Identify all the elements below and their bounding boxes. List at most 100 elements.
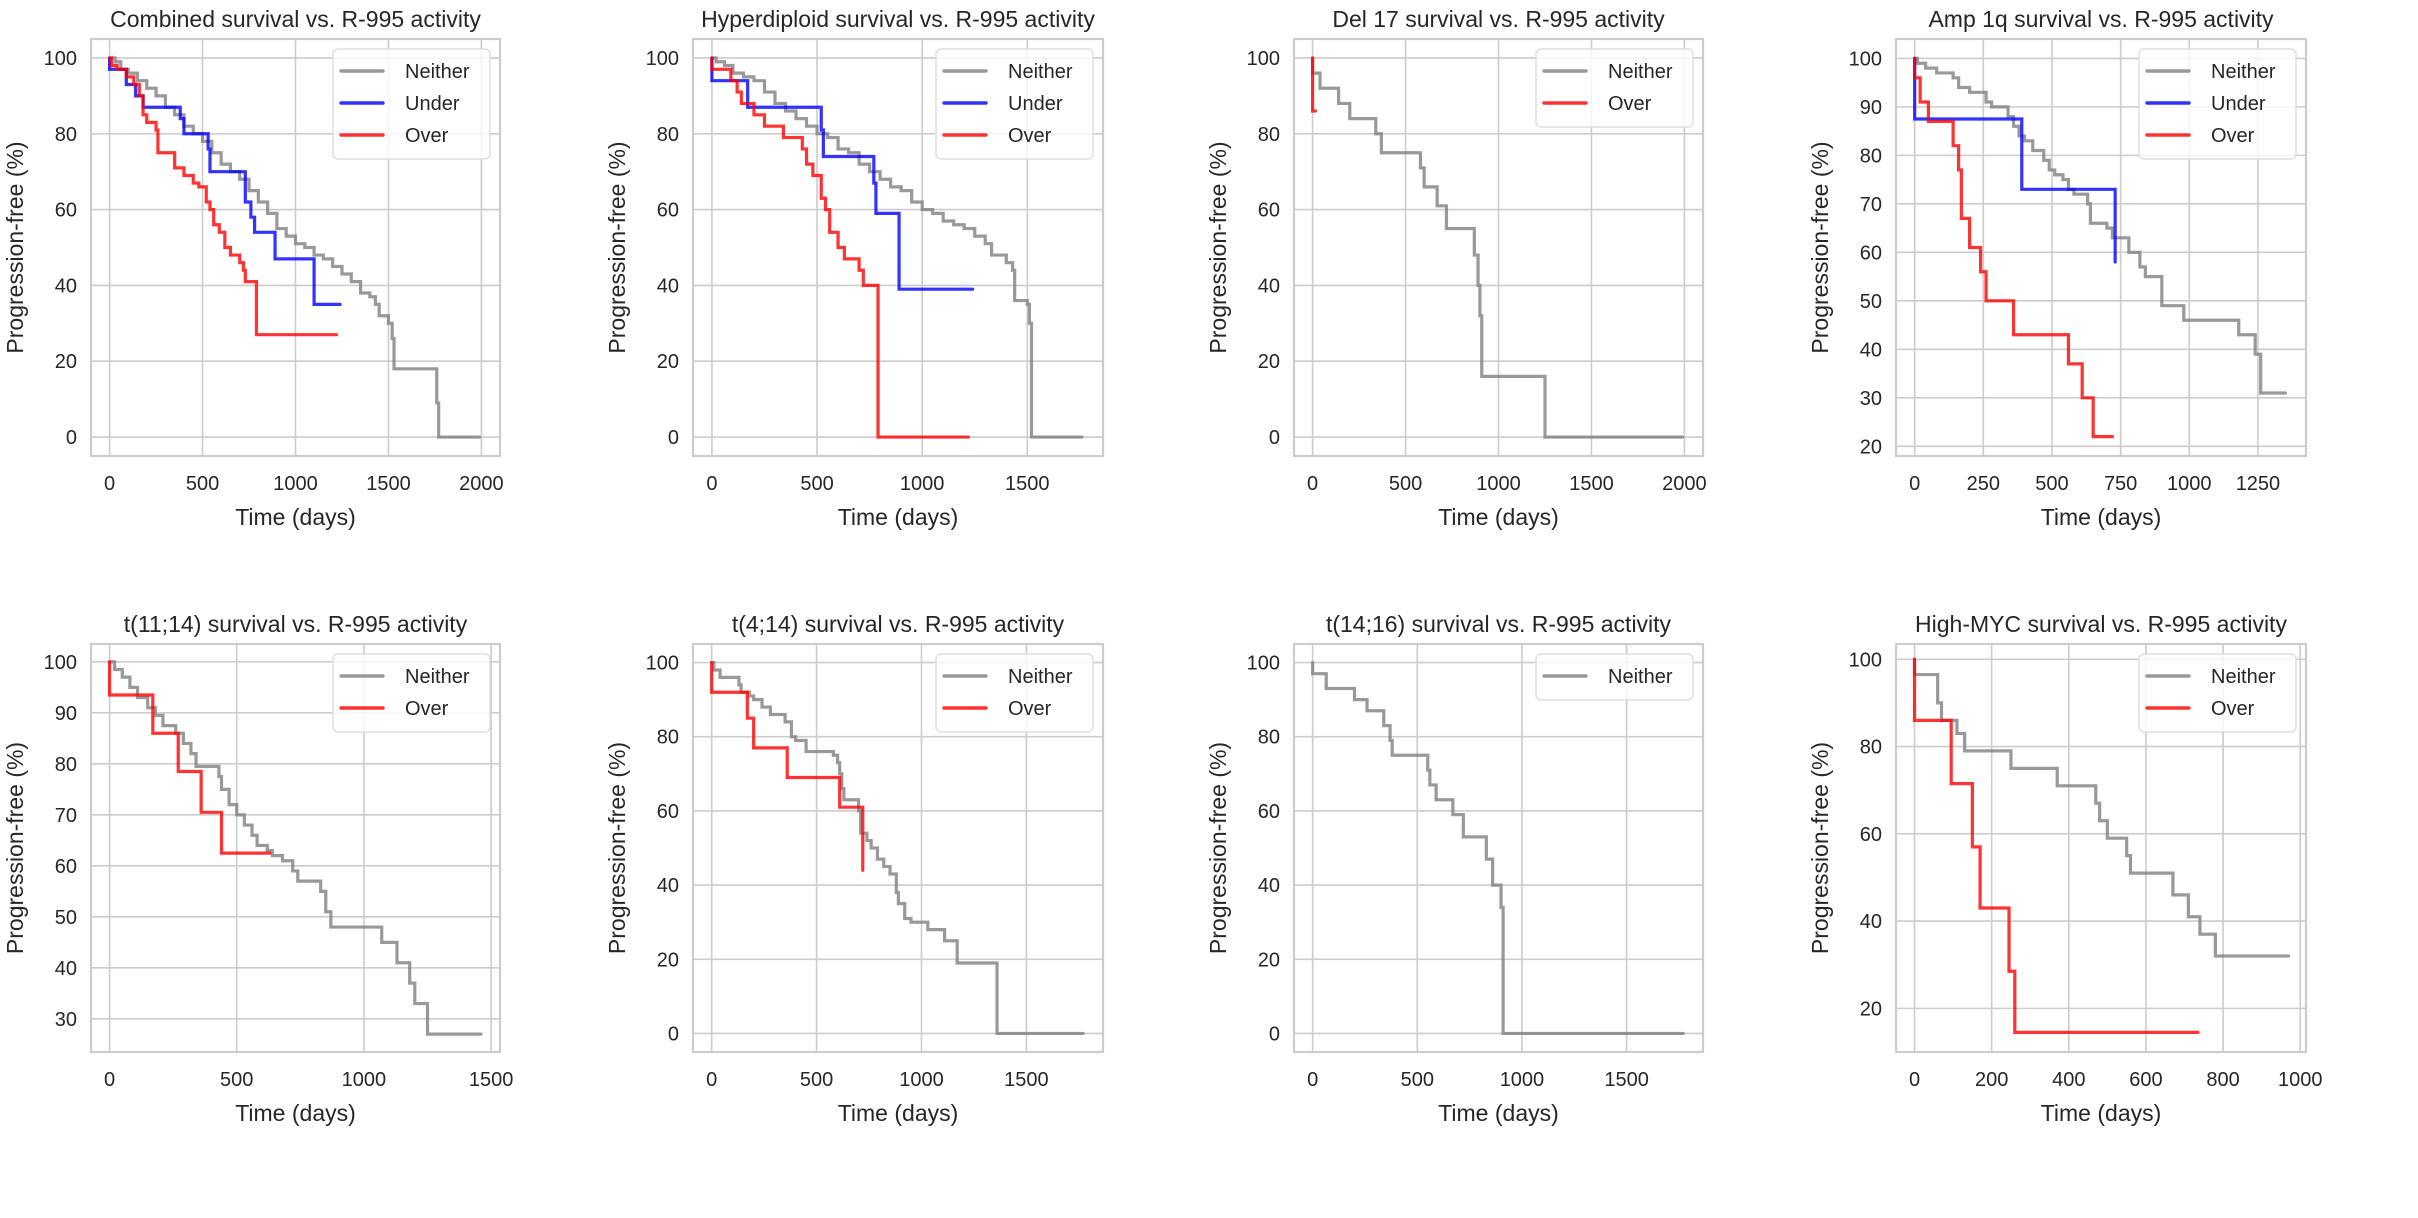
- x-tick-label: 1000: [2278, 1069, 2323, 1091]
- y-tick-label: 20: [1258, 351, 1280, 373]
- legend-item-neither: Neither: [2145, 666, 2276, 688]
- x-tick-label: 0: [1307, 473, 1318, 495]
- subplot-8: 0 200 400 600 800 1000 20 40 60 80 100 High-MYC sur…: [1807, 611, 2322, 1126]
- x-tick-label: 1500: [469, 1069, 514, 1091]
- y-tick-label: 90: [1860, 97, 1882, 119]
- y-tick-label: 30: [55, 1009, 77, 1031]
- axes-frame: [89, 642, 502, 1054]
- y-axis-label: Progression-free (%): [2, 742, 28, 954]
- legend: Neither Over: [935, 653, 1094, 733]
- x-axis-label: Time (days): [2041, 1100, 2162, 1126]
- curve-under: [107, 56, 342, 306]
- subplot-title: t(14;16) survival vs. R-995 activity: [1326, 611, 1672, 637]
- subplot-4: 0 250 500 750 1000 1250 20 30 40 50 60 70 80 90 100 Amp…: [1807, 6, 2308, 530]
- legend: Neither: [1535, 653, 1694, 701]
- legend-box: [2138, 653, 2297, 733]
- legend-box: [2138, 48, 2297, 160]
- legend-label: Neither: [2211, 61, 2276, 83]
- curve-neither: [107, 56, 482, 439]
- x-axis-label: Time (days): [235, 1100, 356, 1126]
- x-tick-label: 500: [1389, 473, 1422, 495]
- x-tick-label: 0: [1909, 1069, 1920, 1091]
- y-tick-label: 60: [1258, 200, 1280, 222]
- y-tick-label: 0: [1269, 427, 1280, 449]
- x-axis-label: Time (days): [838, 504, 959, 530]
- legend-label: Over: [2211, 698, 2255, 720]
- legend: Neither Over: [2138, 653, 2297, 733]
- legend-item-neither: Neither: [1542, 666, 1673, 688]
- x-tick-label: 1000: [2167, 473, 2212, 495]
- x-tick-label: 1250: [2236, 473, 2281, 495]
- axes-frame: [1894, 37, 2308, 458]
- x-tick-label: 0: [1307, 1069, 1318, 1091]
- legend-item-under: Under: [2145, 93, 2266, 115]
- y-axis-label: Progression-free (%): [1205, 742, 1231, 954]
- legend-label: Neither: [1008, 666, 1073, 688]
- legend-box: [332, 653, 491, 733]
- legend-item-under: Under: [942, 93, 1063, 115]
- subplot-title: Del 17 survival vs. R-995 activity: [1332, 6, 1665, 32]
- legend-item-over: Over: [339, 698, 449, 720]
- x-tick-label: 1500: [366, 473, 411, 495]
- y-tick-label: 100: [44, 48, 77, 70]
- y-tick-label: 70: [1860, 194, 1882, 216]
- y-tick-label: 80: [657, 124, 679, 146]
- y-tick-label: 60: [1860, 242, 1882, 264]
- legend: Neither Under Over: [332, 48, 491, 160]
- legend-box: [1535, 653, 1694, 701]
- y-tick-label: 80: [55, 124, 77, 146]
- axes-frame: [1292, 37, 1705, 458]
- axes-frame: [691, 37, 1105, 458]
- legend-item-over: Over: [2145, 698, 2255, 720]
- y-tick-label: 40: [1860, 339, 1882, 361]
- x-axis-label: Time (days): [2041, 504, 2162, 530]
- y-tick-label: 50: [1860, 291, 1882, 313]
- y-tick-label: 100: [44, 652, 77, 674]
- x-tick-label: 750: [2104, 473, 2137, 495]
- subplot-title: t(11;14) survival vs. R-995 activity: [124, 611, 468, 637]
- y-tick-label: 100: [646, 48, 679, 70]
- legend: Neither Over: [332, 653, 491, 733]
- x-axis-label: Time (days): [1438, 1100, 1559, 1126]
- legend-label: Neither: [2211, 666, 2276, 688]
- y-axis-label: Progression-free (%): [604, 742, 630, 954]
- x-tick-label: 600: [2129, 1069, 2162, 1091]
- curve-neither: [710, 660, 1085, 1036]
- y-tick-label: 100: [1247, 653, 1280, 675]
- y-tick-label: 60: [55, 856, 77, 878]
- x-tick-label: 2000: [1662, 473, 1707, 495]
- y-tick-label: 20: [1860, 998, 1882, 1020]
- legend-item-over: Over: [942, 698, 1052, 720]
- y-axis-label: Progression-free (%): [2, 141, 28, 353]
- y-tick-label: 80: [55, 754, 77, 776]
- x-tick-label: 250: [1967, 473, 2000, 495]
- legend-box: [935, 48, 1094, 160]
- axes-frame: [1292, 642, 1705, 1054]
- x-tick-label: 2000: [459, 473, 504, 495]
- x-tick-label: 0: [104, 473, 115, 495]
- y-tick-label: 20: [55, 351, 77, 373]
- x-tick-label: 1500: [1004, 1069, 1049, 1091]
- subplot-5: 0 500 1000 1500 30 40 50 60 70 80 90 100 t(11;14) su…: [2, 611, 513, 1126]
- y-tick-label: 80: [1860, 145, 1882, 167]
- x-axis-label: Time (days): [838, 1100, 959, 1126]
- x-tick-label: 1000: [1500, 1069, 1545, 1091]
- subplot-title: Hyperdiploid survival vs. R-995 activity: [701, 6, 1095, 32]
- legend-label: Neither: [405, 666, 470, 688]
- legend-label: Neither: [1608, 61, 1673, 83]
- y-tick-label: 40: [55, 958, 77, 980]
- y-tick-label: 90: [55, 703, 77, 725]
- axes-frame: [691, 642, 1105, 1054]
- x-tick-label: 1500: [1569, 473, 1614, 495]
- subplot-3: 0 500 1000 1500 2000 0 20 40 60 80 100 Del 17 survi…: [1205, 6, 1707, 530]
- y-tick-label: 80: [1258, 727, 1280, 749]
- y-tick-label: 30: [1860, 388, 1882, 410]
- legend-label: Over: [405, 698, 449, 720]
- legend-item-neither: Neither: [339, 666, 470, 688]
- x-tick-label: 0: [1909, 473, 1920, 495]
- y-axis-label: Progression-free (%): [1807, 742, 1833, 954]
- y-tick-label: 20: [1860, 436, 1882, 458]
- legend-label: Over: [1008, 125, 1052, 147]
- legend-label: Under: [1008, 93, 1063, 115]
- curve-neither: [1310, 56, 1685, 439]
